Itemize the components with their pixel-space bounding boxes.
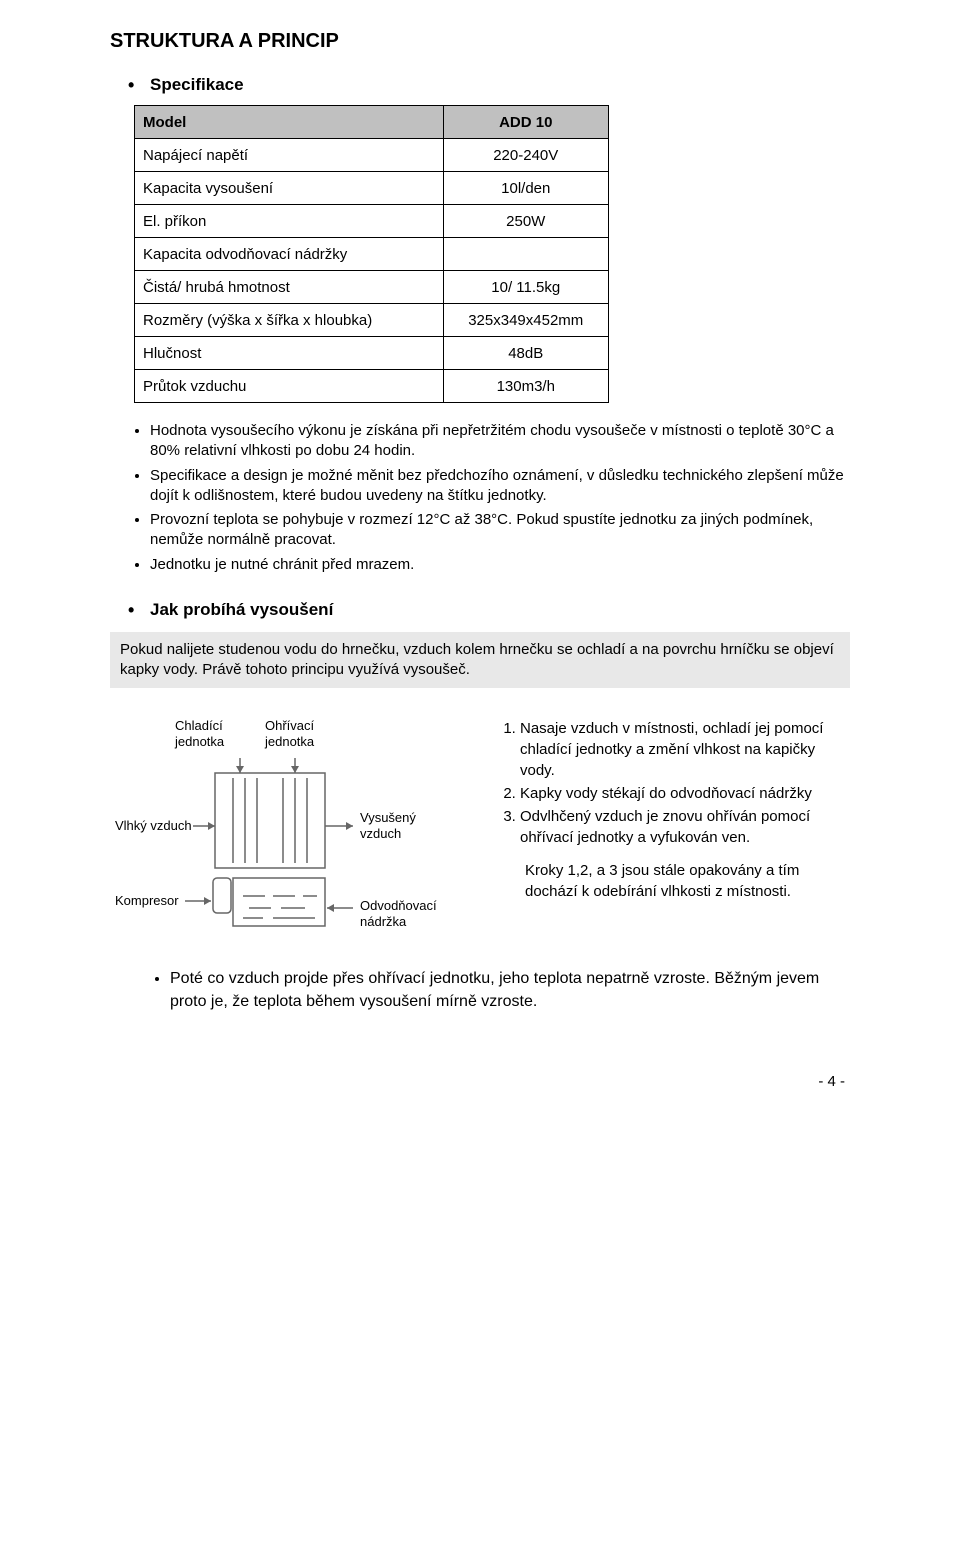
table-row: Hlučnost48dB bbox=[135, 337, 609, 370]
table-row: Průtok vzduchu130m3/h bbox=[135, 370, 609, 403]
spec-label: El. příkon bbox=[135, 205, 444, 238]
how-heading: Jak probíhá vysoušení bbox=[150, 600, 850, 620]
spec-value: 48dB bbox=[443, 337, 609, 370]
step-item: Odvlhčený vzduch je znovu ohříván pomocí… bbox=[520, 806, 850, 848]
spec-value: 10/ 11.5kg bbox=[443, 271, 609, 304]
step-item: Kapky vody stékají do odvodňovací nádržk… bbox=[520, 783, 850, 804]
diagram-label-vysuseny: Vysušený vzduch bbox=[360, 810, 416, 841]
step-text-cont: chladící jednotky a změní vlhkost na kap… bbox=[520, 741, 815, 779]
diagram-row: Chladící jednotka Ohřívací jednotka Vlhk… bbox=[115, 718, 850, 948]
spec-label: Průtok vzduchu bbox=[135, 370, 444, 403]
table-row: Kapacita vysoušení10l/den bbox=[135, 172, 609, 205]
spec-label: Kapacita vysoušení bbox=[135, 172, 444, 205]
diagram-label-vlhky: Vlhký vzduch bbox=[115, 818, 192, 834]
page-title: STRUKTURA A PRINCIP bbox=[110, 30, 850, 53]
table-row: Kapacita odvodňovací nádržky bbox=[135, 238, 609, 271]
spec-value bbox=[443, 238, 609, 271]
diagram-label-kompresor: Kompresor bbox=[115, 893, 179, 909]
gray-info-box: Pokud nalijete studenou vodu do hrnečku,… bbox=[110, 632, 850, 689]
spec-label: Kapacita odvodňovací nádržky bbox=[135, 238, 444, 271]
spec-head-left: Model bbox=[135, 106, 444, 139]
spec-label: Rozměry (výška x šířka x hloubka) bbox=[135, 304, 444, 337]
diagram-container: Chladící jednotka Ohřívací jednotka Vlhk… bbox=[115, 718, 465, 948]
diagram-label-ohrivaci: Ohřívací jednotka bbox=[265, 718, 314, 749]
spec-label: Čistá/ hrubá hmotnost bbox=[135, 271, 444, 304]
steps-list: Nasaje vzduch v místnosti, ochladí jej p… bbox=[495, 718, 850, 848]
list-item: Specifikace a design je možné měnit bez … bbox=[150, 466, 850, 507]
spec-table: Model ADD 10 Napájecí napětí220-240V Kap… bbox=[134, 105, 609, 403]
body-bullet-list: Hodnota vysoušecího výkonu je získána př… bbox=[150, 421, 850, 575]
table-row: Napájecí napětí220-240V bbox=[135, 139, 609, 172]
list-item: Poté co vzduch projde přes ohřívací jedn… bbox=[170, 968, 850, 1013]
spec-value: 130m3/h bbox=[443, 370, 609, 403]
list-item: Hodnota vysoušecího výkonu je získána př… bbox=[150, 421, 850, 462]
spec-value: 250W bbox=[443, 205, 609, 238]
spec-label: Hlučnost bbox=[135, 337, 444, 370]
table-row: El. příkon250W bbox=[135, 205, 609, 238]
spec-value: 10l/den bbox=[443, 172, 609, 205]
spec-label: Napájecí napětí bbox=[135, 139, 444, 172]
step-item: Nasaje vzduch v místnosti, ochladí jej p… bbox=[520, 718, 850, 781]
page-number: - 4 - bbox=[110, 1073, 850, 1090]
step-text: Nasaje vzduch v místnosti, ochladí jej p… bbox=[520, 720, 823, 737]
spec-table-body: Napájecí napětí220-240V Kapacita vysouše… bbox=[135, 139, 609, 403]
list-item: Jednotku je nutné chránit před mrazem. bbox=[150, 555, 850, 575]
spec-value: 220-240V bbox=[443, 139, 609, 172]
spec-value: 325x349x452mm bbox=[443, 304, 609, 337]
table-row: Rozměry (výška x šířka x hloubka)325x349… bbox=[135, 304, 609, 337]
description-column: Nasaje vzduch v místnosti, ochladí jej p… bbox=[495, 718, 850, 902]
document-page: STRUKTURA A PRINCIP Specifikace Model AD… bbox=[55, 0, 905, 1130]
diagram-label-chladici: Chladící jednotka bbox=[175, 718, 224, 749]
list-item: Provozní teplota se pohybuje v rozmezí 1… bbox=[150, 510, 850, 551]
table-row: Čistá/ hrubá hmotnost10/ 11.5kg bbox=[135, 271, 609, 304]
steps-repeat-text: Kroky 1,2, a 3 jsou stále opakovány a tí… bbox=[525, 860, 850, 902]
footer-bullet-list: Poté co vzduch projde přes ohřívací jedn… bbox=[170, 968, 850, 1013]
spec-head-right: ADD 10 bbox=[443, 106, 609, 139]
spec-heading: Specifikace bbox=[150, 75, 850, 95]
diagram-label-odvod: Odvodňovací nádržka bbox=[360, 898, 437, 929]
